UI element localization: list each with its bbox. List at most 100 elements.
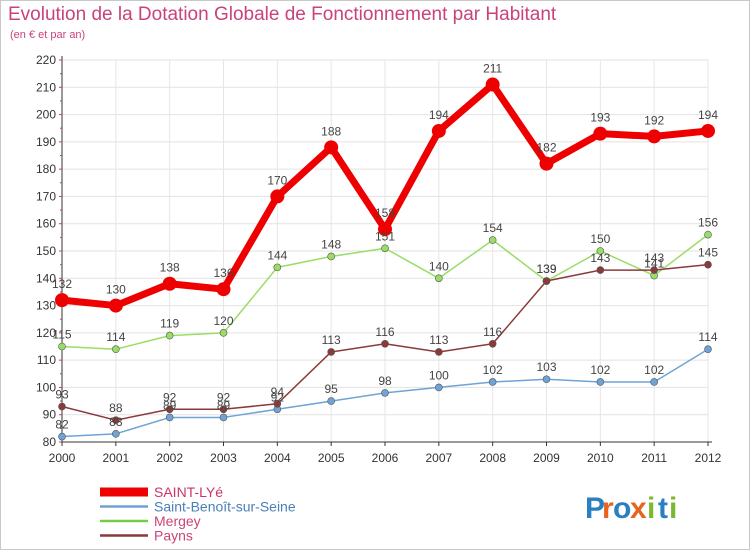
data-point: [324, 140, 339, 155]
data-label: 102: [644, 363, 664, 377]
data-label: 130: [106, 283, 126, 297]
data-point: [539, 156, 554, 171]
data-point: [58, 402, 66, 411]
logo-letter: i: [647, 492, 655, 525]
data-label: 193: [590, 111, 610, 125]
y-tick-label: 170: [36, 189, 56, 203]
legend-label: Mergey: [154, 513, 201, 529]
data-point: [327, 348, 335, 356]
x-tick-label: 2003: [210, 451, 237, 465]
proxiti-logo: Pr ox i t i: [585, 492, 677, 525]
legend-label: SAINT-LYé: [154, 484, 223, 500]
y-tick-label: 80: [43, 435, 57, 449]
data-label: 119: [160, 317, 179, 331]
data-label: 102: [590, 363, 610, 377]
data-label: 103: [536, 360, 556, 374]
data-label: 154: [483, 221, 503, 235]
data-labels: 132 130 138 136 170 188 158 194 211 182 193 192 194 8…: [52, 62, 718, 432]
data-label: 144: [267, 248, 287, 262]
y-axis-ticks: 80 90 100 110 120 130 140 150 160 170 180 190 200 210…: [36, 53, 62, 449]
y-tick-label: 140: [36, 271, 56, 285]
data-point: [112, 416, 120, 424]
data-label: 148: [321, 237, 341, 251]
x-tick-label: 2012: [695, 451, 722, 465]
chart-subtitle: (en € et par an): [10, 29, 86, 41]
x-axis-ticks: 2000 2001 2002 2003 2004 2005 2006 2007 2008 2009…: [49, 442, 722, 465]
y-tick-label: 160: [36, 217, 56, 231]
y-tick-label: 180: [36, 162, 56, 176]
y-tick-label: 110: [37, 353, 56, 367]
data-label: 114: [106, 330, 125, 344]
x-tick-label: 2011: [641, 451, 667, 465]
data-point: [435, 383, 443, 392]
data-label: 139: [536, 262, 556, 276]
data-label: 100: [429, 368, 449, 382]
data-label: 116: [375, 325, 394, 339]
data-label: 182: [536, 141, 556, 155]
data-label: 151: [375, 229, 395, 243]
data-point: [58, 432, 66, 441]
data-point: [488, 339, 497, 348]
data-point: [488, 236, 497, 244]
y-tick-label: 150: [36, 244, 56, 258]
data-point: [704, 230, 712, 239]
data-point: [112, 345, 120, 354]
data-point: [650, 378, 658, 386]
y-tick-label: 200: [36, 108, 56, 122]
legend-label: Saint-Benoît-sur-Seine: [154, 499, 296, 515]
data-label: 92: [163, 390, 177, 404]
data-label: 113: [429, 333, 448, 347]
data-label: 114: [698, 330, 717, 344]
data-label: 82: [55, 418, 69, 432]
x-tick-label: 2007: [425, 451, 452, 465]
x-tick-label: 2006: [372, 451, 399, 465]
data-point: [596, 378, 605, 386]
data-label: 89: [217, 398, 231, 412]
data-point: [55, 293, 69, 308]
data-label: 211: [483, 62, 502, 76]
data-label: 113: [322, 333, 341, 347]
data-point: [58, 342, 66, 351]
axes: [61, 56, 712, 443]
data-point: [596, 247, 605, 255]
y-tick-label: 190: [36, 135, 56, 149]
data-label: 192: [644, 113, 664, 127]
data-point: [650, 266, 658, 274]
data-point: [704, 345, 712, 354]
data-label: 94: [271, 385, 285, 399]
data-label: 194: [698, 108, 718, 122]
data-point: [381, 339, 389, 348]
data-point: [112, 430, 120, 438]
logo-letter: P: [585, 492, 605, 525]
data-point: [647, 129, 662, 144]
data-label: 143: [644, 251, 664, 265]
y-tick-label: 100: [36, 380, 56, 394]
data-point: [219, 413, 228, 422]
data-point: [270, 189, 285, 204]
y-tick-label: 210: [36, 80, 56, 94]
data-label: 95: [324, 382, 338, 396]
logo-letter: o: [613, 492, 631, 525]
data-label: 156: [698, 216, 718, 230]
data-point: [165, 331, 174, 340]
data-point: [542, 277, 551, 285]
data-label: 89: [163, 398, 177, 412]
data-label: 83: [109, 415, 123, 429]
data-point: [485, 77, 500, 92]
x-tick-label: 2005: [318, 451, 345, 465]
data-point: [704, 260, 712, 269]
data-point: [596, 266, 605, 274]
data-label: 188: [321, 124, 341, 138]
x-tick-label: 2009: [533, 451, 560, 465]
legend: SAINT-LYéSaint-Benoît-sur-SeineMergeyPay…: [100, 484, 296, 544]
data-point: [378, 222, 392, 237]
data-point: [273, 263, 282, 272]
data-point: [219, 329, 228, 337]
y-tick-label: 120: [36, 326, 56, 340]
logo-letter: x: [630, 492, 647, 525]
data-point: [435, 274, 443, 283]
data-point: [165, 413, 174, 422]
data-label: 102: [483, 363, 503, 377]
x-tick-label: 2010: [587, 451, 614, 465]
